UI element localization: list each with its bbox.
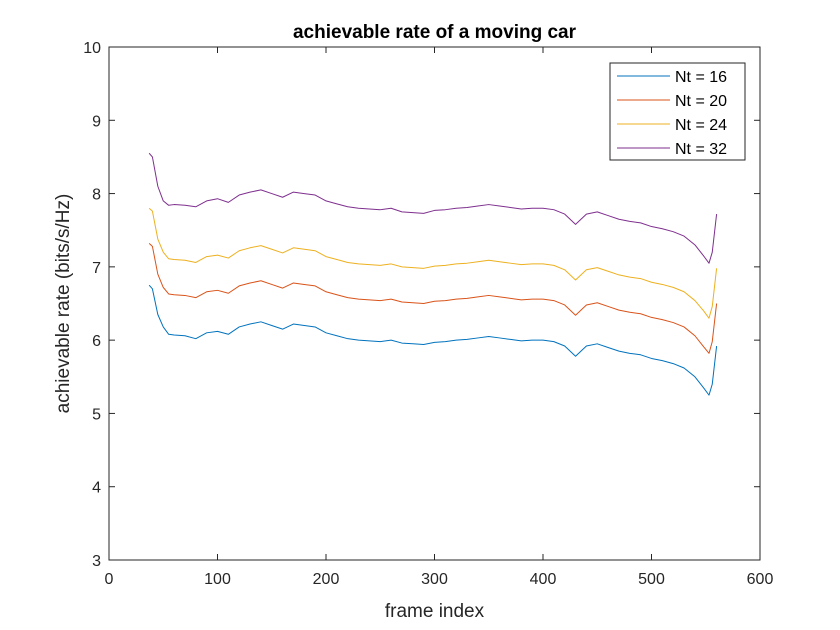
series-lines <box>148 152 718 396</box>
series-line-3 <box>148 207 718 319</box>
x-tick-label: 200 <box>313 571 340 588</box>
y-tick-label: 5 <box>92 406 101 423</box>
legend-items: Nt = 16 Nt = 20 Nt = 24 Nt = 32 <box>617 69 727 158</box>
x-tick-label: 100 <box>204 571 231 588</box>
legend-label: Nt = 20 <box>675 93 727 110</box>
x-tick-label: 300 <box>421 571 448 588</box>
y-tick-label: 4 <box>92 480 101 497</box>
y-tick-label: 7 <box>92 260 101 277</box>
x-tick-label: 0 <box>105 571 114 588</box>
y-tick-label: 3 <box>92 553 101 570</box>
x-tick-label: 400 <box>530 571 557 588</box>
chart-title: achievable rate of a moving car <box>293 22 577 43</box>
y-tick-label: 10 <box>83 40 101 57</box>
series-line-1 <box>148 284 718 396</box>
legend-label: Nt = 16 <box>675 69 727 86</box>
y-axis-label: achievable rate (bits/s/Hz) <box>53 194 74 414</box>
x-tick-label: 500 <box>638 571 665 588</box>
legend-label: Nt = 24 <box>675 117 727 134</box>
y-tick-label: 9 <box>92 113 101 130</box>
x-tick-label: 600 <box>747 571 774 588</box>
axis-ticks: 0 100 200 300 400 500 600 3 4 5 6 7 8 9 10 <box>83 40 773 588</box>
legend: Nt = 16 Nt = 20 Nt = 24 Nt = 32 <box>609 62 746 161</box>
y-tick-label: 8 <box>92 187 101 204</box>
legend-box <box>609 62 746 161</box>
series-line-4 <box>148 152 718 264</box>
y-tick-label: 6 <box>92 333 101 350</box>
legend-label: Nt = 32 <box>675 141 727 158</box>
series-line-2 <box>148 243 718 354</box>
x-axis-label: frame index <box>385 601 485 622</box>
